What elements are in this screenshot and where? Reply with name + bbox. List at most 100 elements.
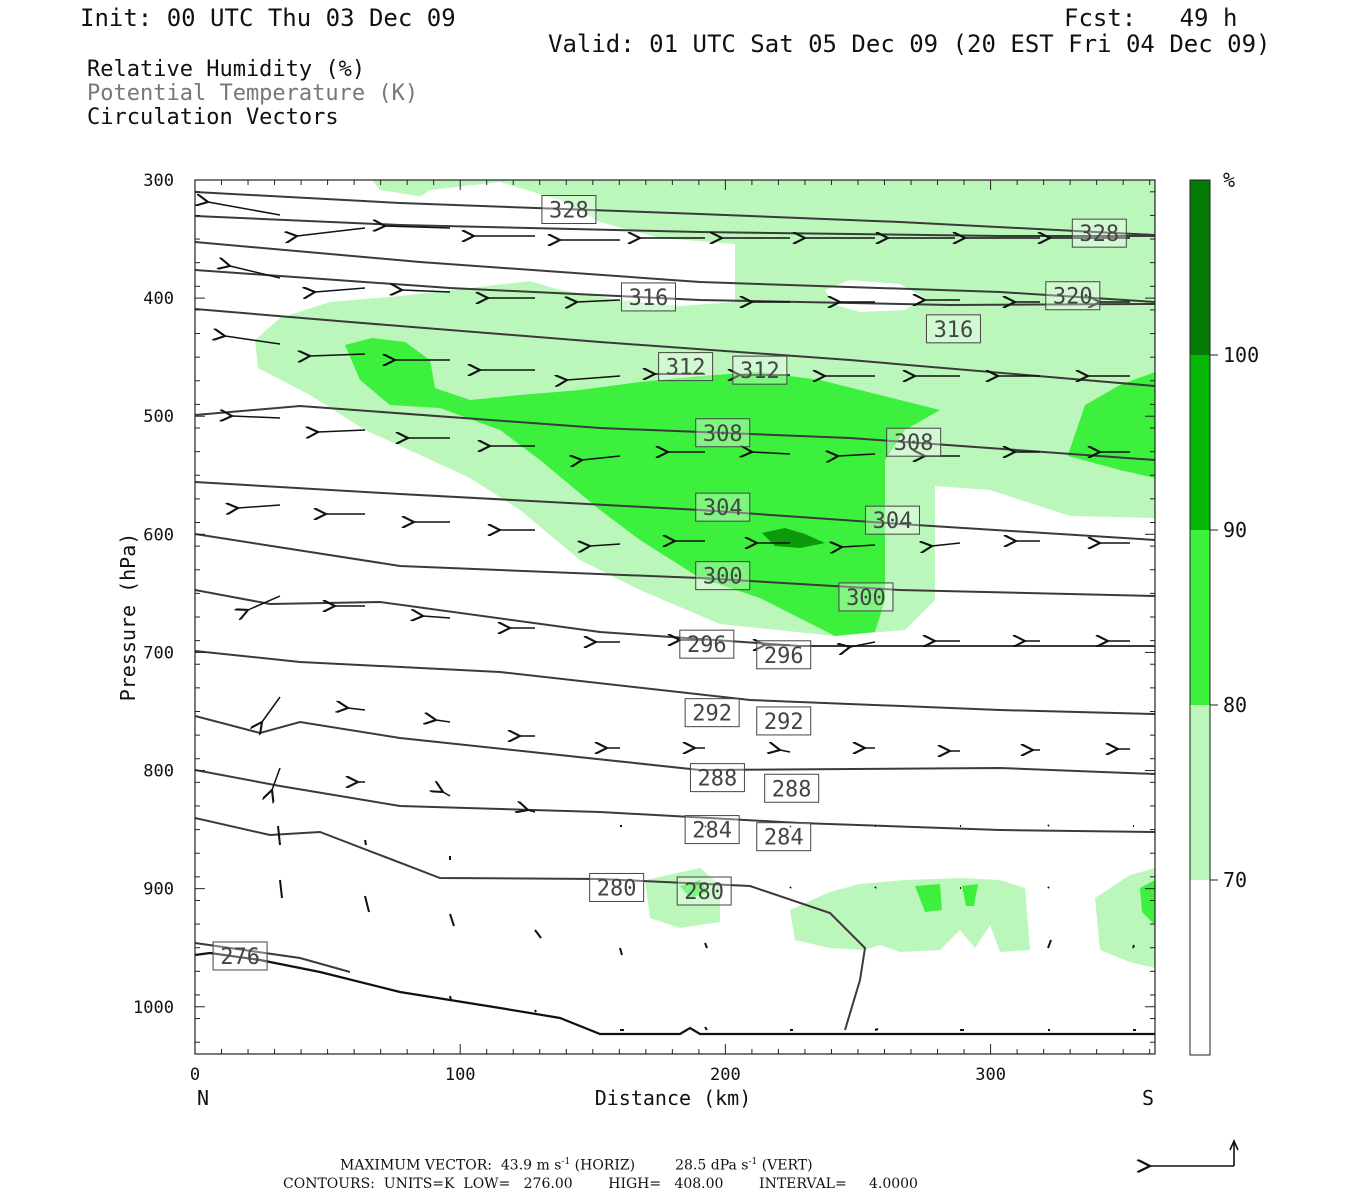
- north-label: N: [197, 1086, 209, 1110]
- theta-label-box: [212, 941, 268, 971]
- isentrope-line-4: [195, 308, 1155, 387]
- circulation-vector-1: [297, 227, 366, 236]
- theta-label-box: [925, 314, 981, 344]
- valid-time: Valid: 01 UTC Sat 05 Dec 09 (20 EST Fri …: [548, 30, 1271, 58]
- theta-label-box: [764, 773, 820, 803]
- theta-label-box: [1071, 218, 1127, 248]
- colorbar-level-label: 70: [1223, 868, 1247, 892]
- theta-label-box: [620, 282, 676, 312]
- circulation-vector-small-25: [704, 1026, 708, 1031]
- theta-label-box: [864, 505, 920, 535]
- theta-label: 296: [756, 640, 812, 670]
- y-tick-label: 800: [143, 762, 174, 782]
- theta-label-text: 312: [740, 359, 780, 384]
- y-axis: 300 400 500 600 700 800 900 1000: [133, 171, 1155, 1043]
- theta-label: 316: [620, 282, 676, 312]
- isentrope-line-2: [195, 241, 1155, 303]
- isentrope-line-12: [195, 817, 867, 1031]
- theta-label-box: [695, 418, 751, 448]
- circulation-vector-small-4: [704, 825, 707, 828]
- isentrope-line-5: [195, 404, 1155, 461]
- theta-label-text: 308: [703, 422, 743, 447]
- theta-label-text: 304: [873, 509, 913, 534]
- colorbar-swatch-3: [1190, 705, 1210, 880]
- theta-label: 312: [658, 352, 714, 382]
- theta-label-box: [695, 561, 751, 591]
- y-tick-label: 400: [143, 289, 174, 309]
- y-tick-label: 1000: [133, 998, 174, 1018]
- circulation-vector-2: [385, 226, 451, 228]
- y-tick-label: 700: [143, 643, 174, 663]
- circulation-vector-32: [232, 416, 281, 418]
- theta-label: 296: [679, 629, 735, 659]
- colorbar-swatch-2: [1190, 530, 1210, 705]
- circulation-vector-67: [436, 720, 451, 722]
- circulation-vector-51: [932, 543, 961, 546]
- theta-label: 308: [886, 427, 942, 457]
- circulation-vector-small-22: [449, 995, 452, 1001]
- circulation-vector-small-23: [534, 1009, 537, 1013]
- circulation-vector-small-15: [704, 942, 708, 949]
- rh-80-90-fill-low2: [915, 884, 942, 912]
- field-label-theta: Potential Temperature (K): [87, 81, 419, 106]
- forecast-hour: Fcst: 49 h: [1064, 4, 1238, 32]
- circulation-vector-79: [528, 810, 536, 812]
- theta-label-box: [541, 195, 597, 225]
- circulation-vector-small-12: [449, 913, 455, 927]
- circulation-vector-15: [577, 300, 621, 302]
- circulation-vector-47: [590, 544, 621, 546]
- circulation-vector-25: [567, 376, 621, 380]
- theta-label-text: 292: [692, 702, 732, 727]
- max-vector-note: MAXIMUM VECTOR: 43.9 m s-1 (HORIZ) 28.5 …: [340, 1157, 813, 1174]
- theta-label-text: 304: [703, 496, 743, 521]
- theta-label: 292: [684, 698, 740, 728]
- isentrope-line-6: [195, 481, 1155, 541]
- circulation-vector-54: [248, 595, 281, 610]
- rh-white-hole-a: [400, 182, 735, 306]
- y-axis-label: Pressure (hPa): [116, 533, 140, 702]
- theta-label: 308: [695, 418, 751, 448]
- theta-label: 284: [756, 822, 812, 852]
- circulation-vector-78: [443, 792, 451, 797]
- x-tick-label: 0: [190, 1065, 200, 1085]
- theta-label-text: 316: [629, 286, 669, 311]
- theta-label: 292: [756, 706, 812, 736]
- y-tick-label: 500: [143, 407, 174, 427]
- colorbar-level-label: 80: [1223, 693, 1247, 717]
- circulation-vectors: [208, 202, 1136, 1031]
- terrain-line: [194, 951, 1155, 1036]
- circulation-vector-43: [238, 505, 281, 508]
- theta-label: 328: [1071, 218, 1127, 248]
- theta-label-text: 316: [934, 318, 974, 343]
- circulation-vector-13: [402, 290, 451, 292]
- circulation-vector-12: [315, 288, 366, 292]
- isentrope-line-13: [195, 942, 351, 973]
- circulation-vector-small-21: [1132, 944, 1135, 949]
- theta-label-text: 320: [1053, 285, 1093, 310]
- theta-label-box: [676, 876, 732, 906]
- field-label-rh: Relative Humidity (%): [87, 57, 366, 82]
- circulation-vector-21: [225, 336, 281, 345]
- theta-label: 288: [764, 773, 820, 803]
- theta-label-text: 328: [549, 199, 589, 224]
- circulation-vector-71: [780, 750, 791, 752]
- circulation-vector-small-5: [789, 825, 792, 828]
- colorbar-swatch-0: [1190, 180, 1210, 355]
- theta-label: 276: [212, 941, 268, 971]
- isentrope-line-1: [195, 215, 1155, 237]
- theta-label-box: [756, 640, 812, 670]
- circulation-vector-66: [348, 708, 366, 710]
- circulation-vector-39: [838, 454, 876, 456]
- isentrope-line-10: [195, 715, 1155, 775]
- theta-labels: 328 328 316 320 316 312 312 308 308 304 304 300 300 2…: [212, 195, 1127, 971]
- theta-label-text: 276: [220, 945, 260, 970]
- colorbar-level-label: 100: [1223, 343, 1259, 367]
- theta-label-text: 312: [666, 356, 706, 381]
- theta-label-text: 328: [1079, 222, 1119, 247]
- x-axis-label: Distance (km): [595, 1086, 752, 1110]
- isentrope-line-0: [195, 191, 1155, 236]
- theta-label: 300: [838, 582, 894, 612]
- theta-label-box: [732, 355, 788, 385]
- theta-label: 320: [1045, 281, 1101, 311]
- y-tick-label: 600: [143, 525, 174, 545]
